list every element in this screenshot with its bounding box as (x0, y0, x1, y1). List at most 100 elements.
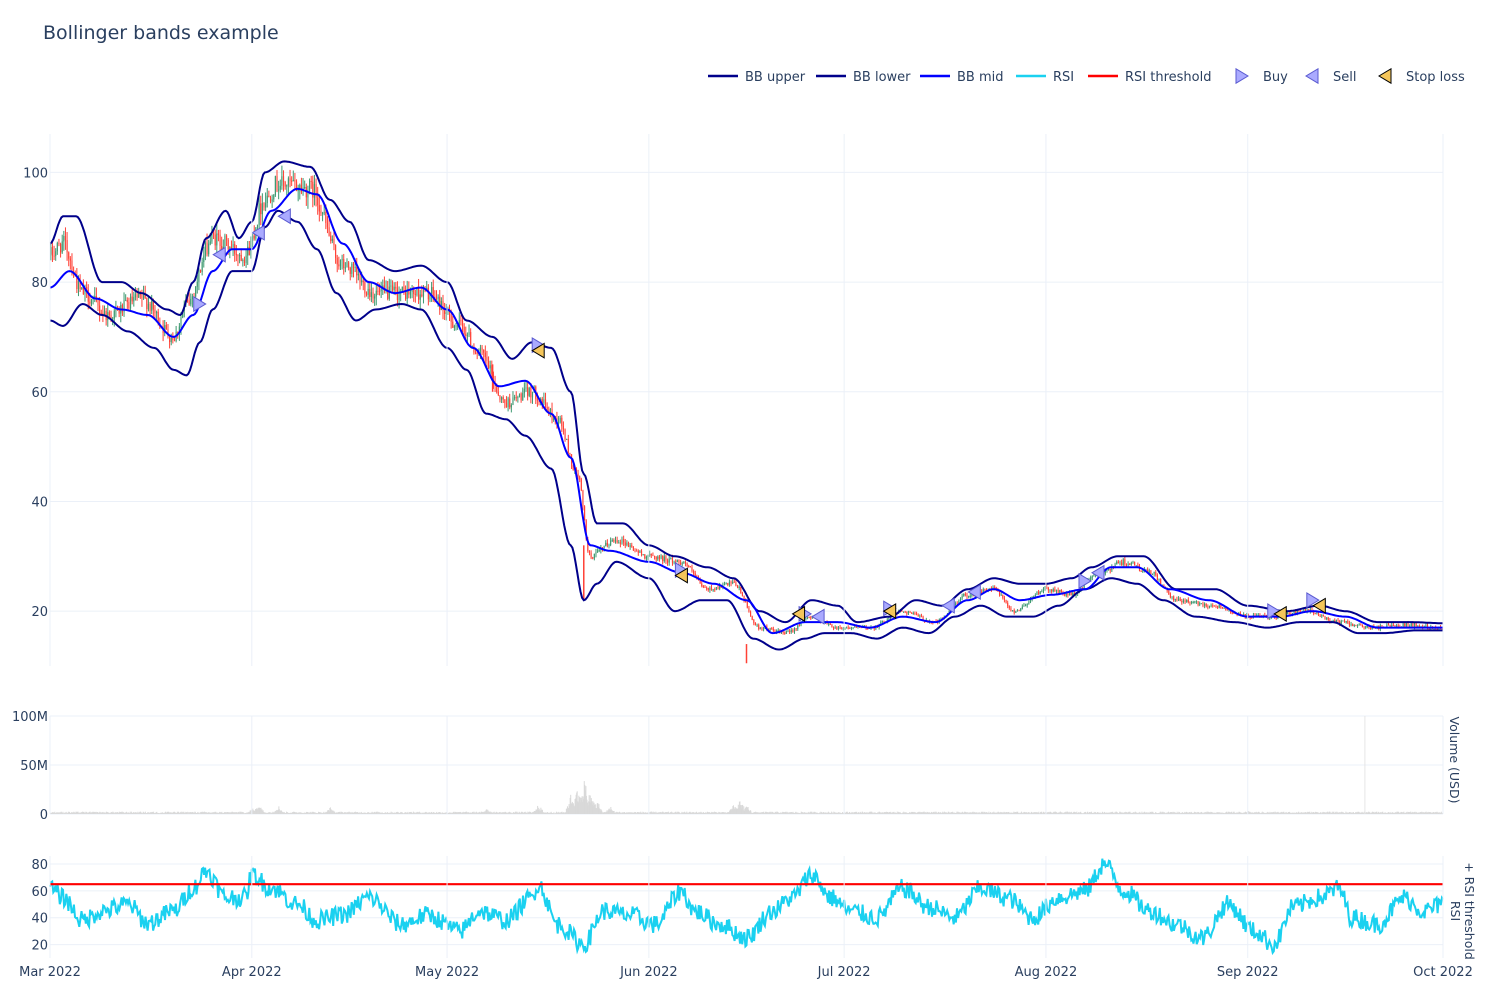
volume-bar (385, 813, 387, 814)
candle-body (852, 627, 854, 629)
candle-body (808, 616, 810, 618)
volume-bar (1329, 811, 1331, 814)
volume-bar (364, 813, 366, 814)
volume-bar (249, 812, 251, 814)
volume-bar (1398, 812, 1400, 814)
volume-bar (891, 813, 893, 814)
volume-bar (1265, 813, 1267, 814)
volume-bar (1336, 811, 1338, 814)
volume-bar (1371, 812, 1373, 814)
candle-body (544, 399, 547, 407)
volume-bar (76, 811, 78, 814)
legend-item-sell[interactable]: Sell (1305, 67, 1356, 85)
volume-bar (904, 812, 906, 814)
volume-bar (405, 812, 407, 814)
candle-body (650, 553, 652, 556)
legend[interactable]: BB upper BB lower BB mid RSI RSI threshold Bu… (708, 67, 1465, 85)
legend-item-rsi[interactable]: RSI (1016, 70, 1074, 85)
volume-bar (967, 812, 969, 814)
volume-bar (962, 812, 964, 814)
volume-bar (736, 808, 738, 814)
candle-body (777, 630, 779, 632)
volume-bar (736, 808, 738, 814)
volume-bar (803, 812, 805, 814)
volume-bar (432, 812, 434, 814)
legend-item-stop-loss[interactable]: Stop loss (1378, 67, 1465, 85)
volume-bar (626, 812, 628, 814)
volume-bar (624, 812, 626, 814)
candle-body (756, 624, 758, 626)
legend-item-bb-mid[interactable]: BB mid (920, 70, 1004, 85)
volume-bar (933, 812, 935, 814)
volume-bar (1020, 811, 1022, 814)
volume-bar (1305, 812, 1307, 814)
volume-bar (327, 810, 329, 814)
candle-body (1051, 589, 1053, 592)
legend-item-bb-upper[interactable]: BB upper (708, 70, 806, 85)
volume-bar (656, 812, 658, 814)
volume-bar (593, 802, 595, 814)
volume-bar (138, 812, 140, 814)
volume-bar (511, 813, 513, 814)
volume-bar (1275, 812, 1277, 814)
volume-bar (587, 805, 589, 814)
volume-bar (1064, 813, 1066, 814)
candle-body (981, 591, 983, 594)
volume-bar (392, 813, 394, 814)
volume-bar (1195, 813, 1197, 814)
volume-bar (870, 811, 872, 814)
volume-bar (473, 811, 475, 814)
volume-bar (1268, 812, 1270, 814)
volume-bar (628, 812, 630, 814)
volume-bar (1171, 812, 1173, 814)
volume-bar (485, 809, 487, 814)
legend-item-buy[interactable]: Buy (1235, 67, 1288, 85)
volume-bar (63, 813, 65, 814)
volume-bar (344, 813, 346, 814)
volume-bar (560, 812, 562, 814)
candle-body (647, 556, 649, 558)
volume-bar (283, 812, 285, 814)
candle-body (749, 611, 752, 617)
volume-bar (300, 812, 302, 814)
volume-bar (579, 802, 581, 814)
volume-bar (1103, 813, 1105, 814)
legend-item-rsi-threshold[interactable]: RSI threshold (1088, 70, 1211, 85)
volume-bar (196, 813, 198, 814)
candle-body (68, 252, 70, 259)
volume-bar (634, 811, 636, 814)
volume-bar (394, 812, 396, 814)
volume-bar (1055, 811, 1057, 814)
candle-body (528, 387, 530, 396)
volume-bar (1121, 812, 1123, 814)
volume-bar (1202, 813, 1204, 814)
legend-item-bb-lower[interactable]: BB lower (816, 70, 911, 85)
candle-body (1181, 601, 1183, 603)
volume-bar (296, 812, 298, 814)
volume-bar (183, 813, 185, 814)
volume-bar (584, 790, 586, 814)
candle-body (169, 336, 171, 343)
candle-body (310, 180, 312, 182)
volume-bar (854, 812, 856, 814)
volume-bar (1399, 813, 1401, 814)
volume-bar (667, 811, 669, 814)
volume-bar (731, 809, 733, 814)
volume-bar (734, 808, 736, 814)
candle-body (592, 557, 594, 559)
volume-bar (933, 811, 935, 814)
volume-bar (886, 811, 888, 814)
volume-bar (1289, 812, 1291, 814)
volume-bar (1166, 813, 1168, 814)
volume-bar (1274, 811, 1276, 814)
volume-bar (1063, 812, 1065, 814)
volume-bar (515, 811, 517, 814)
volume-bar (654, 813, 656, 814)
volume-bar (600, 809, 602, 814)
volume-bar (502, 812, 504, 814)
candle-body (60, 244, 62, 253)
candle-body (1212, 605, 1214, 607)
